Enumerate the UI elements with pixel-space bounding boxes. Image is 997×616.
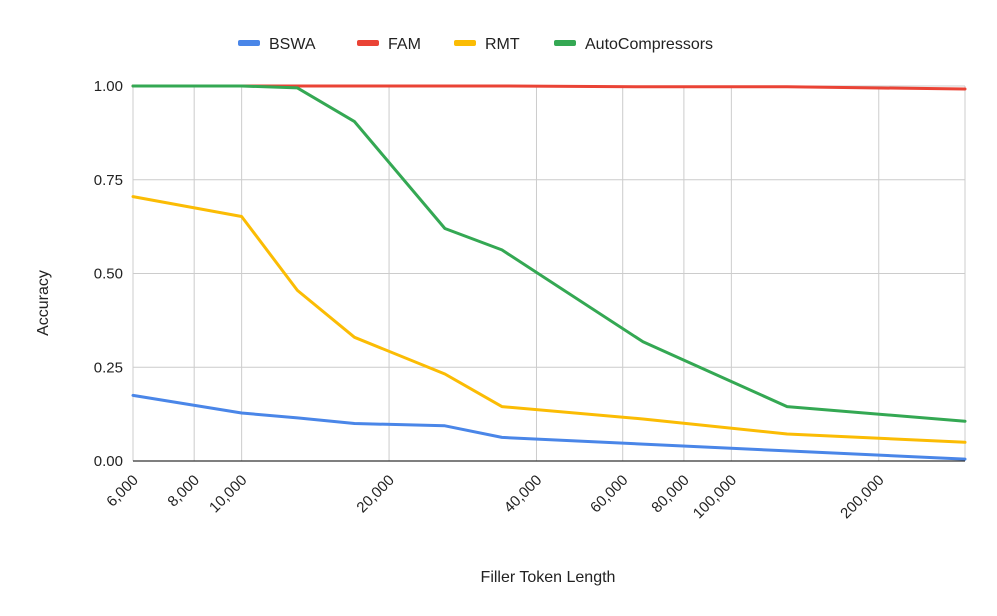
- legend-swatch-fam: [357, 40, 379, 46]
- x-axis-title: Filler Token Length: [481, 569, 616, 586]
- grid-lines: [132, 85, 966, 461]
- y-tick-label: 0.75: [94, 172, 123, 189]
- x-tick-label: 200,000: [837, 472, 887, 522]
- x-tick-labels: 6,000 8,000 10,000 20,000 40,000 60,000 80,000…: [103, 472, 887, 522]
- y-tick-label: 0.25: [94, 359, 123, 376]
- y-tick-label: 0.00: [94, 453, 123, 470]
- x-tick-label: 6,000: [103, 472, 142, 511]
- y-tick-label: 1.00: [94, 78, 123, 95]
- x-tick-label: 80,000: [648, 472, 692, 516]
- series-line-rmt: [131, 195, 967, 444]
- y-tick-label: 0.50: [94, 266, 123, 283]
- legend-label-bswa: BSWA: [269, 36, 316, 53]
- x-tick-label: 8,000: [164, 472, 203, 511]
- legend: BSWA FAM RMT AutoCompressors: [238, 36, 713, 53]
- x-tick-label: 100,000: [690, 472, 740, 522]
- x-tick-label: 60,000: [587, 472, 631, 516]
- legend-label-autocompressors: AutoCompressors: [585, 36, 713, 53]
- legend-label-rmt: RMT: [485, 36, 520, 53]
- series-line-bswa: [131, 393, 967, 461]
- y-tick-labels: 0.00 0.25 0.50 0.75 1.00: [94, 78, 123, 470]
- x-tick-label: 10,000: [206, 472, 250, 516]
- series-lines: [131, 84, 967, 461]
- y-axis-title: Accuracy: [35, 270, 52, 336]
- legend-swatch-rmt: [454, 40, 476, 46]
- legend-swatch-bswa: [238, 40, 260, 46]
- series-line-autocompressors: [131, 84, 967, 423]
- legend-swatch-autocompressors: [554, 40, 576, 46]
- x-tick-label: 40,000: [501, 472, 545, 516]
- legend-label-fam: FAM: [388, 36, 421, 53]
- x-tick-label: 20,000: [353, 472, 397, 516]
